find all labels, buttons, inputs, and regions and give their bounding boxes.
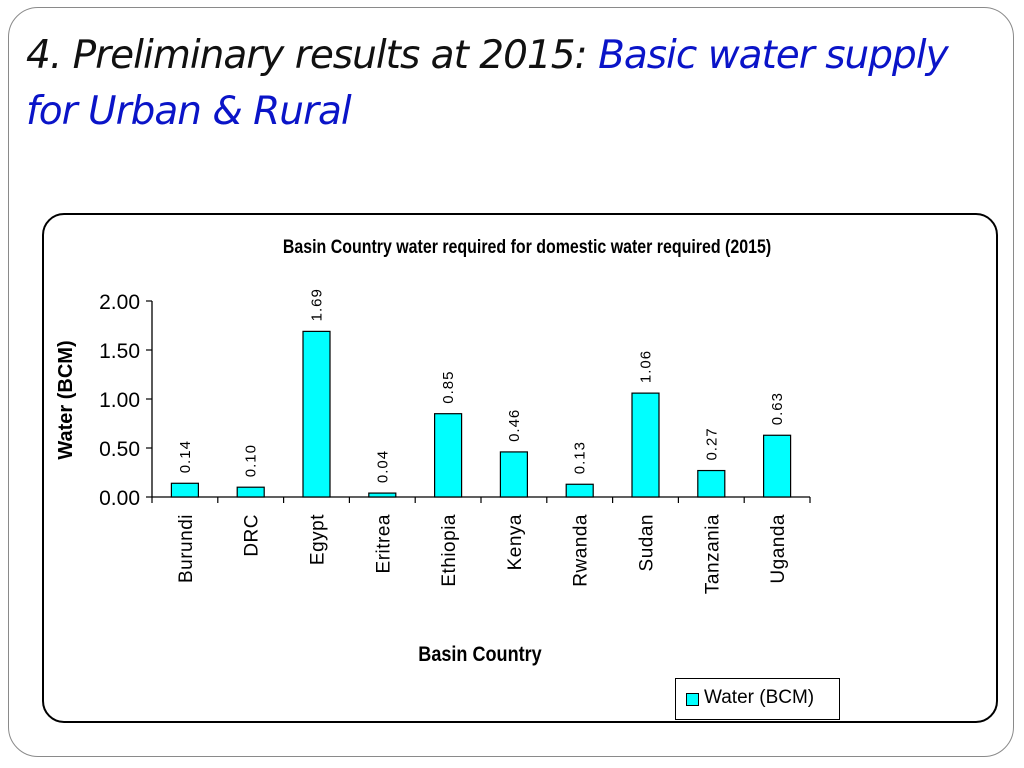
category-label: Uganda bbox=[768, 514, 789, 584]
bar-eritrea bbox=[368, 492, 397, 498]
bar-uganda bbox=[762, 434, 792, 498]
category-label: Ethiopia bbox=[439, 514, 460, 587]
y-tick-label: 2.00 bbox=[99, 291, 140, 314]
x-axis-title: Basin Country bbox=[418, 643, 541, 667]
category-label: DRC bbox=[242, 514, 263, 557]
y-tick-label: 0.00 bbox=[99, 487, 140, 510]
legend-swatch bbox=[686, 693, 699, 706]
bar-tanzania bbox=[697, 469, 726, 498]
value-label: 0.04 bbox=[374, 450, 391, 483]
value-label: 0.63 bbox=[769, 392, 786, 425]
bar-rwanda bbox=[565, 483, 594, 498]
bar-sudan bbox=[631, 392, 660, 498]
slide-title-part2: Basic water supply for Urban & Rural bbox=[26, 33, 949, 134]
y-tick-label: 1.00 bbox=[99, 389, 140, 412]
chart-title: Basin Country water required for domesti… bbox=[283, 236, 771, 258]
category-label: Sudan bbox=[637, 514, 658, 571]
y-tick-label: 0.50 bbox=[99, 438, 140, 461]
category-label: Kenya bbox=[505, 514, 526, 570]
bar-egypt bbox=[302, 330, 331, 498]
y-tick-label: 1.50 bbox=[99, 340, 140, 363]
slide-title: 4. Preliminary results at 2015: Basic wa… bbox=[26, 28, 986, 140]
value-label: 0.10 bbox=[243, 444, 260, 477]
value-label: 0.46 bbox=[506, 409, 523, 442]
category-label: Rwanda bbox=[571, 514, 592, 587]
category-label: Burundi bbox=[176, 514, 197, 583]
bar-kenya bbox=[499, 451, 528, 498]
value-label: 0.85 bbox=[440, 370, 457, 403]
bar-drc bbox=[236, 486, 265, 498]
y-axis-title: Water (BCM) bbox=[55, 340, 77, 459]
category-label: Tanzania bbox=[702, 514, 723, 594]
legend-label: Water (BCM) bbox=[704, 687, 815, 708]
category-label: Egypt bbox=[308, 514, 329, 565]
bar-burundi bbox=[170, 482, 199, 498]
value-label: 0.13 bbox=[572, 441, 589, 474]
bar-ethiopia bbox=[434, 413, 463, 498]
slide-title-part1: 4. Preliminary results at 2015: bbox=[26, 33, 599, 78]
value-label: 0.27 bbox=[703, 427, 720, 460]
slide-frame bbox=[8, 7, 1014, 757]
value-label: 1.69 bbox=[309, 288, 326, 321]
value-label: 1.06 bbox=[638, 350, 655, 383]
value-label: 0.14 bbox=[177, 440, 194, 473]
legend: Water (BCM) bbox=[675, 678, 840, 720]
category-label: Eritrea bbox=[373, 514, 394, 573]
